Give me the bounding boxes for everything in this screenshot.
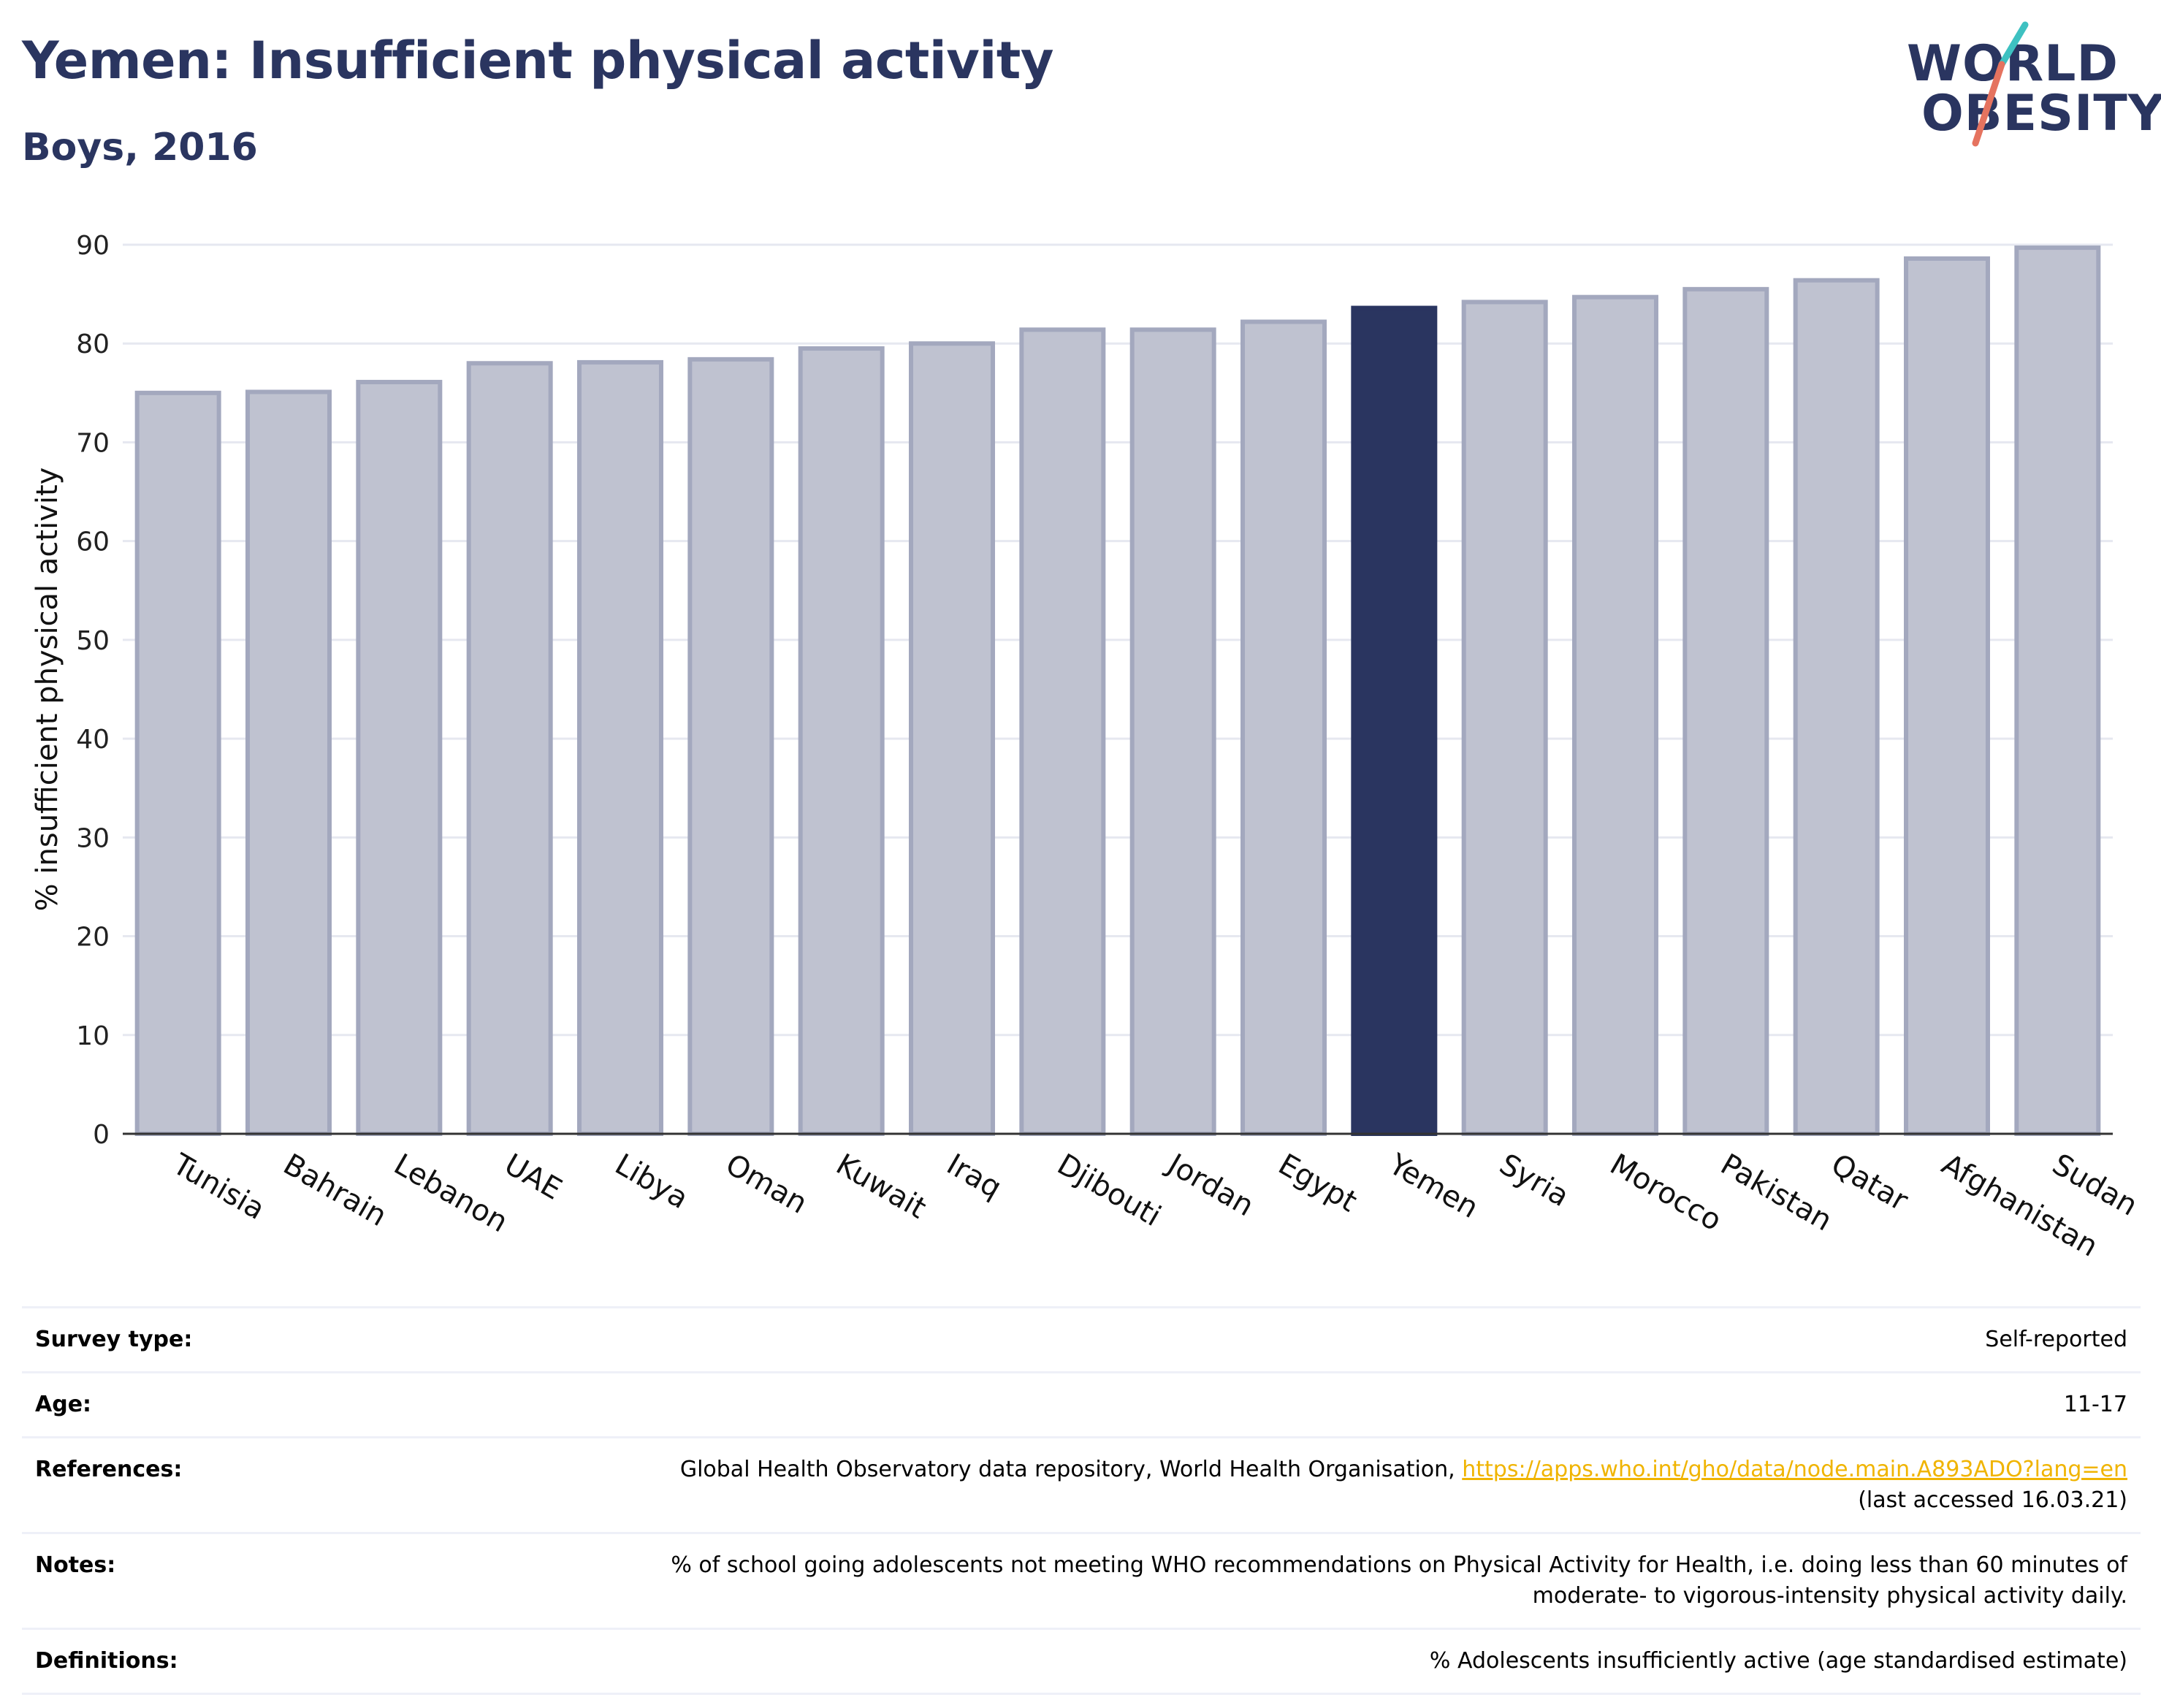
info-row-notes: Notes: % of school going adolescents not…: [22, 1532, 2141, 1628]
info-value: % of school going adolescents not meetin…: [262, 1550, 2127, 1612]
x-tick-label: Kuwait: [831, 1148, 932, 1226]
reference-link[interactable]: https://apps.who.int/gho/data/node.main.…: [1462, 1457, 2127, 1482]
info-table: Survey type: Self-reported Age: 11-17 Re…: [22, 1306, 2141, 1695]
info-label: Survey type:: [35, 1327, 193, 1352]
y-tick-label: 20: [76, 923, 110, 953]
bar-lebanon: [356, 379, 443, 1137]
y-tick-label: 0: [93, 1120, 110, 1150]
logo-line-2: OBESITY: [1921, 85, 2161, 142]
bar-tunisia: [134, 390, 221, 1137]
logo-slash-icon: [1972, 21, 2029, 147]
bar-chart: 0 10 20 30 40 50 60 70 80 90 Tunisia BahrainLebano…: [31, 231, 2143, 1264]
bar-yemen: [1351, 305, 1438, 1136]
bar-djibouti: [1019, 327, 1106, 1136]
x-tick-label: Pakistan: [1715, 1148, 1837, 1238]
bar-afghanistan: [1904, 256, 1990, 1136]
info-label: Age:: [35, 1392, 92, 1417]
y-tick-label: 70: [76, 428, 110, 458]
info-row-survey-type: Survey type: Self-reported: [22, 1306, 2141, 1371]
y-tick-label: 90: [76, 231, 110, 261]
x-tick-label: Yemen: [1382, 1147, 1484, 1225]
bar-egypt: [1240, 319, 1327, 1136]
info-value: 11-17: [2063, 1392, 2127, 1417]
notes-text: % of school going adolescents not meetin…: [671, 1552, 2127, 1578]
bar-iraq: [909, 341, 995, 1137]
x-tick-label: Syria: [1494, 1148, 1575, 1213]
notes-text-2: moderate- to vigorous-intensity physical…: [1532, 1583, 2127, 1609]
x-tick-label: Qatar: [1826, 1148, 1914, 1218]
info-value: Self-reported: [1985, 1327, 2127, 1352]
info-value: Global Health Observatory data repositor…: [328, 1455, 2127, 1516]
x-tick-label: UAE: [499, 1148, 568, 1207]
grid-lines: [123, 243, 2113, 1037]
bar-syria: [1461, 300, 1548, 1137]
y-tick-label: 40: [76, 725, 110, 755]
info-row-references: References: Global Health Observatory da…: [22, 1436, 2141, 1532]
x-tick-label: Iraq: [941, 1148, 1007, 1205]
y-axis-label: % insufficient physical activity: [31, 468, 64, 912]
world-obesity-logo: WORLD OBESITY: [1907, 20, 2161, 152]
bar-pakistan: [1682, 286, 1769, 1137]
bar-jordan: [1129, 327, 1216, 1136]
x-tick-label: Lebanon: [388, 1148, 513, 1239]
info-label: Definitions:: [35, 1648, 178, 1674]
x-tick-label: Tunisia: [167, 1147, 270, 1227]
bar-bahrain: [245, 389, 332, 1136]
y-axis-ticks: 0 10 20 30 40 50 60 70 80 90: [76, 231, 110, 1150]
x-tick-label: Libya: [609, 1148, 694, 1216]
reference-text: Global Health Observatory data repositor…: [679, 1457, 1455, 1482]
bar-qatar: [1793, 278, 1880, 1136]
y-tick-label: 50: [76, 626, 110, 656]
y-tick-label: 80: [76, 329, 110, 359]
bar-oman: [687, 357, 774, 1136]
x-tick-label: Morocco: [1604, 1148, 1727, 1238]
bar-kuwait: [798, 346, 885, 1137]
x-tick-label: Djibouti: [1051, 1148, 1166, 1233]
y-tick-label: 30: [76, 823, 110, 853]
info-value: % Adolescents insufficiently active (age…: [1429, 1648, 2127, 1674]
info-label: Notes:: [35, 1552, 116, 1578]
x-tick-label: Egypt: [1273, 1148, 1362, 1219]
reference-accessed: (last accessed 16.03.21): [1858, 1487, 2127, 1513]
y-tick-label: 10: [76, 1021, 110, 1051]
y-tick-label: 60: [76, 527, 110, 557]
info-label: References:: [35, 1457, 183, 1482]
page-title: Yemen: Insufficient physical activity: [22, 31, 1054, 91]
info-row-age: Age: 11-17: [22, 1371, 2141, 1436]
bar-uae: [466, 361, 553, 1136]
bar-sudan: [2014, 245, 2101, 1137]
x-tick-label: Oman: [720, 1148, 812, 1221]
page-subtitle: Boys, 2016: [22, 126, 258, 169]
bar-morocco: [1572, 294, 1658, 1137]
x-tick-label: Bahrain: [278, 1148, 392, 1233]
info-row-definitions: Definitions: % Adolescents insufficientl…: [22, 1628, 2141, 1695]
bars: [134, 245, 2101, 1137]
x-tick-label: Jordan: [1160, 1146, 1259, 1223]
bar-libya: [577, 359, 663, 1137]
